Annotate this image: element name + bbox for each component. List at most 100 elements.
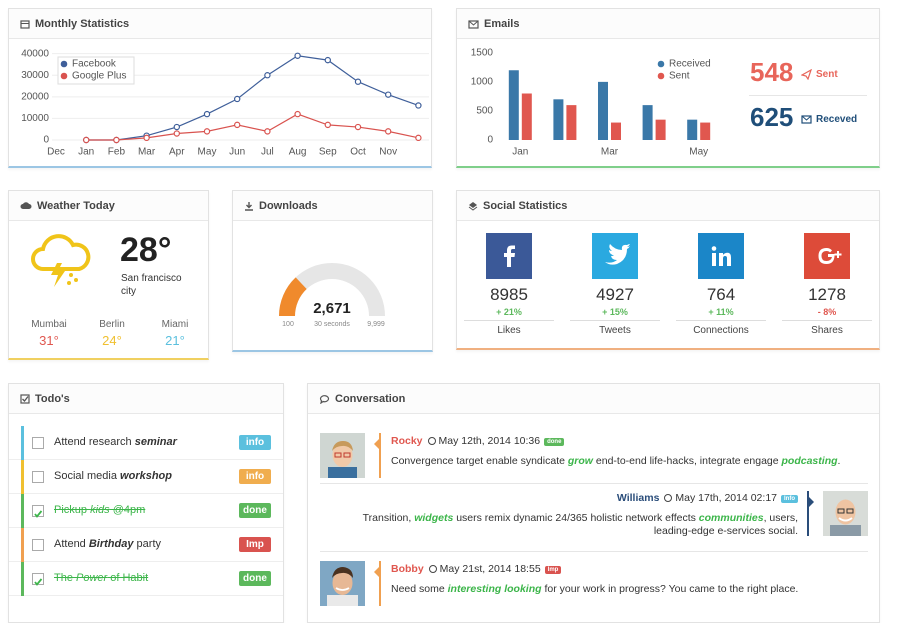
data-point	[264, 128, 271, 135]
message-header: Williams May 17th, 2014 02:17 Info	[328, 492, 798, 504]
facebook-icon	[486, 233, 532, 279]
data-point	[82, 136, 90, 144]
cloud-icon	[20, 202, 32, 209]
todo-badge: done	[239, 571, 271, 586]
social-change: - 8%	[782, 307, 872, 321]
y-tick-label: 30000	[21, 70, 49, 81]
social-columns: 8985 + 21% Likes 4927 + 15% Tweets 764 + 11% Con…	[457, 191, 879, 348]
bar	[642, 105, 653, 140]
message-arrow	[809, 497, 814, 507]
todo-checkbox[interactable]	[32, 471, 44, 483]
todo-text: Attend research seminar	[54, 436, 177, 448]
todo-checkbox[interactable]	[32, 539, 44, 551]
gauge-min: 100	[282, 321, 294, 328]
weather-panel: Weather Today 28° San francisco city Mum…	[8, 190, 209, 360]
social-label: Connections	[693, 325, 749, 336]
todo-text-part: seminar	[134, 436, 177, 448]
social-label: Likes	[497, 325, 521, 336]
data-point	[233, 95, 241, 103]
city-temp: 24°	[102, 333, 122, 348]
message-text: Need some interesting looking for your w…	[391, 583, 861, 596]
panel-header: Social Statistics	[457, 191, 879, 221]
todo-checkbox[interactable]	[32, 437, 44, 449]
todo-color-bar	[21, 426, 24, 460]
message-header: Bobby May 21st, 2014 18:55 Imp	[391, 563, 861, 575]
sender-name: Bobby	[391, 563, 424, 575]
todo-badge: Imp	[239, 537, 271, 552]
check-path	[34, 578, 43, 586]
y-tick-label: 0	[43, 135, 49, 146]
panel-header: Weather Today	[9, 191, 208, 221]
message-bar	[379, 561, 381, 606]
todo-row: Pickup kids @4pm done	[9, 494, 283, 528]
data-point	[264, 72, 271, 79]
legend-label: Google Plus	[72, 71, 126, 82]
city-name: Mumbai	[31, 319, 67, 330]
todo-text-part: Power	[76, 572, 108, 584]
panel-header: Downloads	[233, 191, 432, 221]
legend-box	[655, 57, 731, 84]
todo-text-part: Social media	[54, 470, 121, 482]
calendar-icon	[20, 19, 30, 29]
x-tick-label: Apr	[169, 147, 185, 158]
panel-title: Downloads	[259, 199, 318, 212]
panel-title: Todo's	[35, 392, 70, 405]
todo-text-part: Pickup	[54, 504, 91, 516]
x-tick-label: Mar	[138, 147, 156, 158]
social-change: + 15%	[570, 307, 660, 321]
plane-icon	[801, 69, 812, 80]
todo-checkbox[interactable]	[32, 573, 44, 586]
gauge: 2,671 100 30 seconds 9,999	[279, 263, 385, 328]
stack-icon	[468, 201, 478, 211]
data-point	[294, 110, 301, 118]
cities: Mumbai 31° Berlin 24° Miami 21°	[9, 319, 208, 351]
social-column: 764 + 11% Connections	[671, 285, 771, 336]
message-text-part: podcasting	[781, 455, 838, 467]
y-tick-label: 1000	[471, 77, 494, 88]
data-point	[324, 56, 331, 64]
message-header: Rocky May 12th, 2014 10:36 done	[391, 435, 861, 447]
panel-title: Social Statistics	[483, 199, 568, 212]
message-text-part: Need some	[391, 583, 448, 595]
message-text-part: for your work in progress? You came to t…	[541, 583, 799, 595]
social-count: 8985	[490, 285, 528, 304]
social-change: + 11%	[676, 307, 766, 321]
x-tick-label: Jun	[229, 147, 245, 158]
x-tick-label: May	[198, 147, 217, 158]
legend-label: Received	[669, 59, 711, 70]
panel-header: Conversation	[308, 384, 879, 414]
panel-title: Monthly Statistics	[35, 17, 130, 30]
legend-label: Facebook	[72, 59, 117, 70]
data-point	[415, 102, 422, 109]
legend-swatch	[656, 71, 666, 81]
avatar	[320, 561, 365, 606]
city-column: Berlin 24°	[82, 319, 142, 348]
bar	[553, 99, 564, 140]
todo-text-part: Birthday	[88, 538, 134, 550]
city-column: Mumbai 31°	[19, 319, 79, 348]
sent-label: Sent	[816, 69, 838, 80]
social-count: 1278	[808, 285, 846, 304]
avatar	[320, 433, 365, 478]
separator	[749, 95, 867, 96]
data-point	[354, 78, 362, 85]
city-temp: 31°	[39, 333, 59, 348]
panel-header: Todo's	[9, 384, 283, 414]
todo-color-bar	[21, 528, 24, 562]
todo-text-part: of Habit	[107, 572, 149, 584]
todo-checkbox[interactable]	[32, 505, 44, 518]
city-temp: 21°	[165, 333, 185, 348]
data-point	[173, 123, 180, 131]
googleplus-icon	[804, 233, 850, 279]
x-tick-label: Feb	[108, 147, 126, 158]
bar	[687, 119, 698, 140]
separator	[320, 551, 868, 552]
x-tick-label: Mar	[601, 147, 619, 158]
twitter-icon	[592, 233, 638, 279]
x-tick-label: Jan	[78, 147, 94, 158]
message-text-part: interesting looking	[447, 583, 542, 595]
bar	[655, 119, 666, 140]
download-icon	[245, 201, 253, 211]
message: Rocky May 12th, 2014 10:36 done Convergence…	[391, 435, 861, 468]
